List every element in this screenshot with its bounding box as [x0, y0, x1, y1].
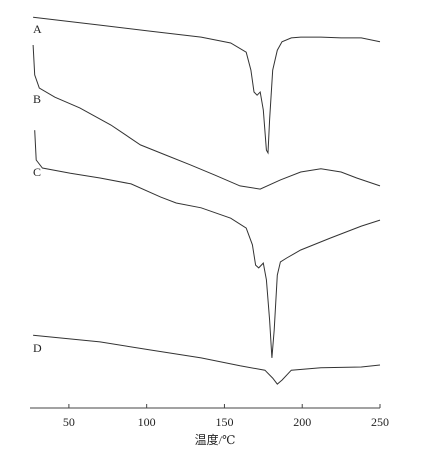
line [33, 334, 381, 385]
line [34, 130, 381, 358]
x-tick-label: 100 [138, 415, 156, 429]
line [33, 16, 381, 155]
series-label: D [33, 341, 42, 355]
series-label: C [33, 165, 41, 179]
line [32, 44, 381, 190]
x-axis-label: 温度/℃ [195, 432, 236, 447]
x-tick-label: 200 [293, 415, 311, 429]
series-label: A [33, 22, 42, 36]
series-label: B [33, 92, 41, 106]
x-tick-label: 150 [215, 415, 233, 429]
x-tick-label: 250 [371, 415, 389, 429]
x-tick-label: 50 [63, 415, 75, 429]
